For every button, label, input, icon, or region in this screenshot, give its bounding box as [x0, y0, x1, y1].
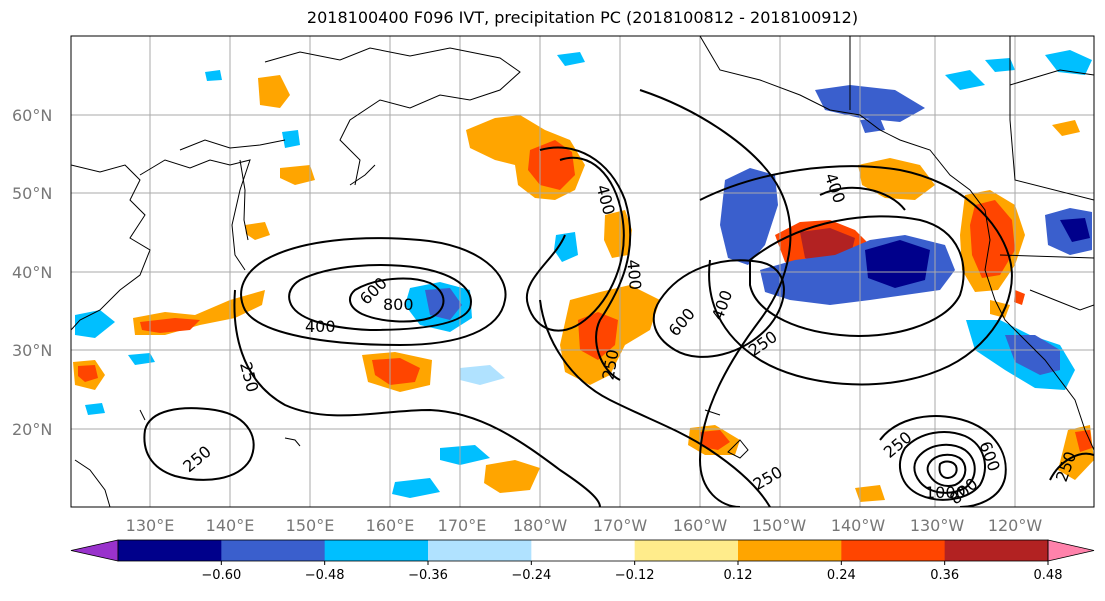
negative-precip-regions — [75, 50, 1092, 498]
colorbar-tick-label: −0.60 — [201, 568, 241, 583]
colorbar-tick-label: −0.24 — [511, 568, 551, 583]
colorbar-outline — [117, 539, 1049, 562]
lat-label: 20°N — [12, 420, 52, 439]
lat-label: 60°N — [12, 106, 52, 125]
colorbar-tick-label: −0.12 — [615, 568, 655, 583]
lon-label: 140°E — [206, 516, 255, 535]
colorbar-extend-low — [70, 539, 119, 562]
colorbar-tick-label: 0.48 — [1034, 568, 1063, 583]
lat-label: 50°N — [12, 184, 52, 203]
lat-label: 40°N — [12, 263, 52, 282]
colorbar: −0.60 −0.48 −0.36 −0.24 −0.12 0.12 0.24 0.36 0.4… — [70, 539, 1095, 583]
colorbar-tick-label: −0.36 — [408, 568, 448, 583]
ivt-contours — [143, 89, 1094, 507]
contour-label: 1000 — [925, 483, 966, 502]
longitude-axis: 130°E 140°E 150°E 160°E 170°E 180°W 170°… — [126, 516, 1043, 535]
lon-label: 120°W — [988, 516, 1043, 535]
map-title: 2018100400 F096 IVT, precipitation PC (2… — [306, 8, 859, 27]
lat-label: 30°N — [12, 341, 52, 360]
colorbar-segment — [531, 540, 636, 561]
colorbar-segment — [221, 540, 326, 561]
lon-label: 130°E — [126, 516, 175, 535]
contour-label: 400 — [305, 317, 336, 336]
contour-label: 400 — [623, 259, 645, 291]
colorbar-segment — [738, 540, 842, 561]
colorbar-tick-label: 0.36 — [930, 568, 959, 583]
lon-label: 140°W — [831, 516, 886, 535]
latitude-axis: 60°N 50°N 40°N 30°N 20°N — [12, 106, 52, 439]
map-frame — [70, 35, 1095, 508]
lon-label: 150°E — [286, 516, 335, 535]
lon-label: 160°W — [673, 516, 728, 535]
lon-label: 130°W — [910, 516, 965, 535]
colorbar-tick-label: 0.12 — [724, 568, 753, 583]
colorbar-segment — [634, 540, 739, 561]
lon-label: 160°E — [366, 516, 415, 535]
lon-label: 150°W — [752, 516, 807, 535]
colorbar-tick-label: −0.48 — [305, 568, 345, 583]
colorbar-segment — [841, 540, 946, 561]
colorbar-tick-label: 0.24 — [827, 568, 856, 583]
coastlines — [71, 36, 1094, 507]
lon-label: 170°W — [593, 516, 648, 535]
colorbar-segment — [944, 540, 1049, 561]
colorbar-segment — [324, 540, 429, 561]
lon-label: 180°W — [513, 516, 568, 535]
colorbar-extend-high — [1047, 539, 1095, 562]
contour-label: 800 — [383, 295, 414, 314]
colorbar-segment — [118, 540, 222, 561]
lon-label: 170°E — [438, 516, 487, 535]
colorbar-segment — [428, 540, 532, 561]
